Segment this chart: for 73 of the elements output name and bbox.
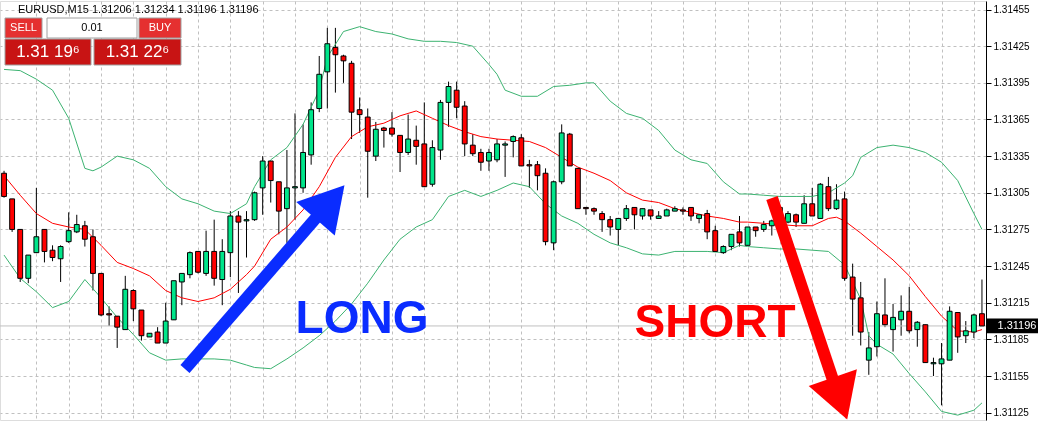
candlestick xyxy=(469,133,476,157)
chart-title: EURUSD,M15 1.31206 1.31234 1.31196 1.31196 xyxy=(18,3,259,15)
candlestick xyxy=(680,206,686,216)
candlestick xyxy=(898,294,905,337)
annotation: LONG xyxy=(295,291,429,343)
candlestick xyxy=(502,140,509,178)
candlestick xyxy=(882,277,888,328)
candlestick xyxy=(890,303,896,353)
y-tick-label: 1.31185 xyxy=(993,333,1030,345)
candlestick xyxy=(405,114,412,156)
y-tick-label: 1.31365 xyxy=(993,113,1031,125)
candlestick xyxy=(33,187,40,254)
candlestick xyxy=(283,149,290,244)
candlestick xyxy=(607,215,614,237)
candlestick xyxy=(130,288,137,322)
y-tick-label: 1.31305 xyxy=(993,187,1031,199)
candlestick xyxy=(583,206,589,216)
y-tick-label: 1.31395 xyxy=(993,77,1031,89)
candlestick xyxy=(25,254,32,284)
candlestick xyxy=(340,54,347,84)
line-series xyxy=(3,182,983,416)
candlestick xyxy=(65,211,72,244)
candlestick xyxy=(526,159,533,189)
annotation: SELL xyxy=(10,21,37,33)
y-tick-label: 1.31215 xyxy=(993,297,1031,309)
annotation: SHORT xyxy=(634,295,796,347)
candlestick xyxy=(801,194,808,224)
candlestick xyxy=(599,210,606,233)
candlestick xyxy=(914,320,921,348)
candlestick xyxy=(809,187,816,217)
candlestick xyxy=(397,134,403,173)
candlestick xyxy=(736,215,743,248)
candlestick xyxy=(187,250,193,279)
candlestick xyxy=(292,112,298,221)
candlestick xyxy=(825,176,832,212)
candlestick xyxy=(486,148,492,172)
y-tick-label: 1.31155 xyxy=(993,370,1030,382)
candlestick xyxy=(106,305,113,327)
annotation: 0.01 xyxy=(81,21,103,33)
candlestick xyxy=(494,138,500,163)
candlestick xyxy=(744,226,751,246)
annotation: 1.31 22⁶ xyxy=(105,42,170,61)
candlestick xyxy=(81,220,88,248)
candlestick xyxy=(178,272,185,306)
candlestick xyxy=(510,134,517,158)
candlestick xyxy=(235,210,242,294)
candlestick xyxy=(477,148,484,172)
candlestick xyxy=(906,286,913,334)
y-tick-label: 1.31275 xyxy=(993,223,1031,235)
candlestick xyxy=(267,160,274,204)
candlestick xyxy=(243,210,250,259)
annotation: 1.31 19⁶ xyxy=(16,42,80,61)
candlestick xyxy=(453,81,460,119)
candlestick xyxy=(615,217,622,246)
candlestick xyxy=(203,230,210,277)
candlestick xyxy=(962,320,969,344)
candlestick xyxy=(849,263,856,337)
annotation: BUY xyxy=(148,21,172,33)
candlestick xyxy=(712,225,719,252)
candlestick xyxy=(57,244,64,283)
y-tick-label: 1.31245 xyxy=(993,260,1031,272)
y-tick-label: 1.31425 xyxy=(993,40,1031,52)
ref-line-label: 1.31196 xyxy=(997,318,1037,331)
candlestick xyxy=(413,125,420,166)
candlestick xyxy=(591,206,597,216)
candlestick xyxy=(704,209,711,240)
candlestick xyxy=(332,27,339,94)
candlestick xyxy=(970,313,977,339)
candlestick xyxy=(162,302,169,344)
y-tick-label: 1.31335 xyxy=(993,150,1031,162)
candlestick xyxy=(114,315,121,349)
y-tick-label: 1.31455 xyxy=(993,4,1031,16)
y-tick-label: 1.31125 xyxy=(993,407,1030,419)
